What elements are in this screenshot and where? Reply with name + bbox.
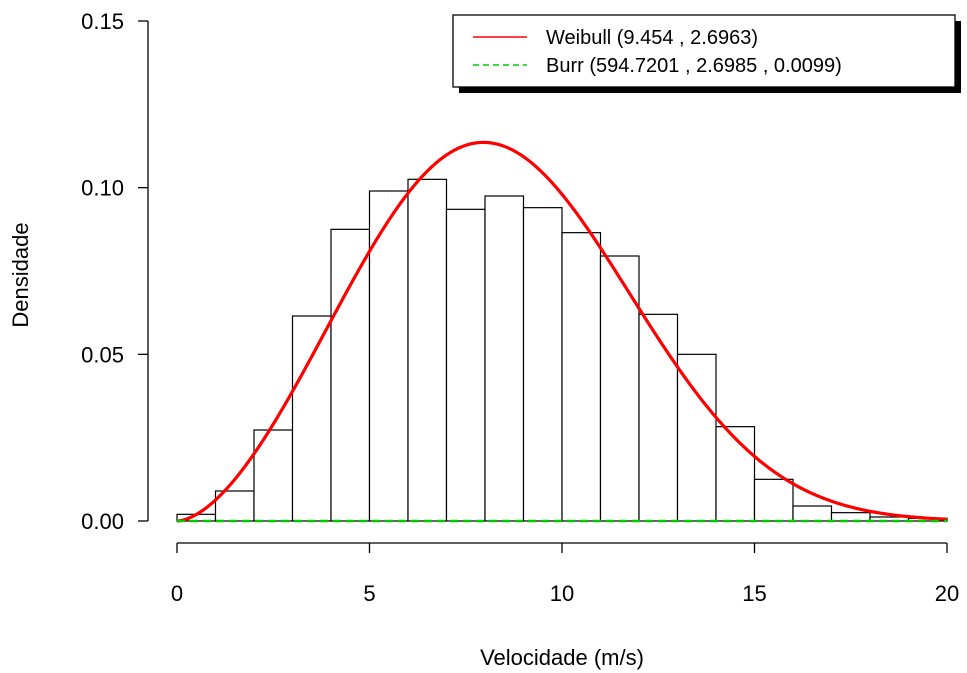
x-axis: 0 5 10 15 20 <box>171 542 959 606</box>
histogram-bar <box>792 505 833 522</box>
histogram-bar <box>753 478 794 522</box>
y-axis: 0.00 0.05 0.10 0.15 <box>81 9 149 534</box>
histogram-bar <box>561 232 602 522</box>
fitted-curves <box>176 140 948 523</box>
histogram-bar <box>291 315 332 522</box>
y-axis-label: Densidade <box>8 222 33 327</box>
y-tick-label: 0.05 <box>81 342 124 367</box>
histogram-bar <box>715 426 756 522</box>
histogram-bar <box>484 195 525 522</box>
legend-label-burr: Burr (594.7201 , 2.6985 , 0.0099) <box>546 55 842 77</box>
histogram-bar <box>522 207 563 522</box>
x-tick-label: 15 <box>742 581 766 606</box>
histogram-bar <box>330 228 371 522</box>
x-tick-label: 5 <box>363 581 375 606</box>
y-tick-label: 0.00 <box>81 509 124 534</box>
legend: Weibull (9.454 , 2.6963) Burr (594.7201 … <box>452 14 961 93</box>
histogram-bar <box>638 313 679 522</box>
x-axis-label: Velocidade (m/s) <box>480 645 644 670</box>
curve-weibull <box>176 140 948 523</box>
histogram-bar <box>599 255 640 522</box>
y-tick-label: 0.10 <box>81 176 124 201</box>
x-tick-label: 10 <box>550 581 574 606</box>
legend-label-weibull: Weibull (9.454 , 2.6963) <box>546 27 758 49</box>
histogram-bar <box>407 178 448 522</box>
histogram-bar <box>830 512 871 522</box>
y-tick-label: 0.15 <box>81 9 124 34</box>
legend-box <box>452 14 956 88</box>
histogram-bar <box>445 208 486 522</box>
histogram-bars <box>176 178 948 522</box>
histogram-bar <box>676 353 717 522</box>
x-tick-label: 20 <box>935 581 959 606</box>
x-tick-label: 0 <box>171 581 183 606</box>
